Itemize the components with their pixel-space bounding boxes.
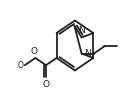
Text: O: O [43,80,49,89]
Text: O: O [31,47,38,56]
Text: N: N [84,49,91,58]
Text: O: O [18,61,24,70]
Text: N: N [78,26,85,35]
